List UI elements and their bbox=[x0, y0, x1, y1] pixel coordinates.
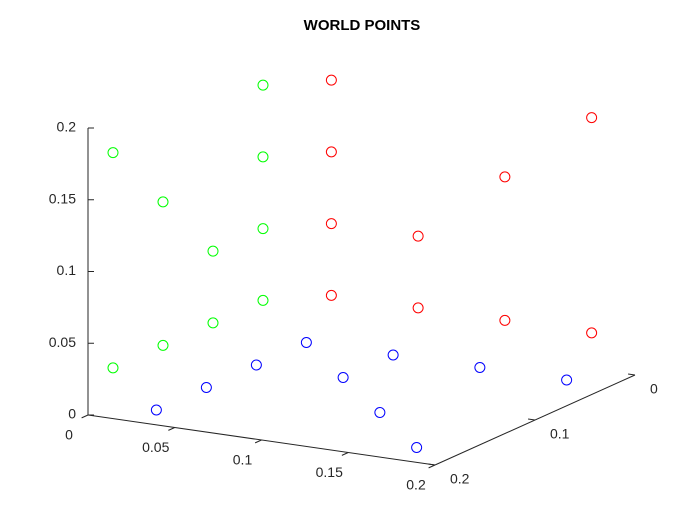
point bbox=[499, 171, 511, 183]
z-tick-label: 0 bbox=[68, 406, 76, 422]
point bbox=[207, 317, 219, 329]
point bbox=[325, 74, 337, 86]
x-tick bbox=[254, 439, 262, 444]
point bbox=[499, 314, 511, 326]
point bbox=[325, 218, 337, 230]
y-tick-label: 0.2 bbox=[450, 471, 470, 487]
x-tick bbox=[81, 414, 89, 419]
point bbox=[157, 196, 169, 208]
point bbox=[257, 79, 269, 91]
point bbox=[387, 349, 399, 361]
x-tick bbox=[341, 452, 349, 456]
point bbox=[250, 359, 262, 371]
x-tick-label: 0.15 bbox=[316, 464, 343, 480]
z-tick-label: 0.05 bbox=[49, 334, 76, 350]
point bbox=[474, 362, 486, 373]
point bbox=[411, 442, 423, 453]
point bbox=[257, 151, 269, 163]
x-tick-label: 0.1 bbox=[233, 452, 253, 468]
point bbox=[586, 112, 598, 124]
y-tick bbox=[628, 373, 636, 376]
point bbox=[412, 302, 424, 314]
y-tick-label: 0.1 bbox=[550, 426, 570, 442]
point bbox=[107, 362, 119, 374]
point bbox=[586, 327, 598, 339]
point bbox=[325, 146, 337, 158]
point bbox=[157, 339, 169, 351]
x-tick-label: 0.05 bbox=[142, 439, 169, 455]
point bbox=[337, 372, 349, 383]
x-tick-label: 0 bbox=[65, 427, 73, 443]
point bbox=[300, 337, 312, 348]
point bbox=[374, 407, 386, 418]
point bbox=[150, 404, 162, 416]
y-tick bbox=[428, 463, 436, 466]
z-tick-label: 0.15 bbox=[49, 190, 76, 206]
x-tick-label: 0.2 bbox=[406, 477, 426, 493]
x-tick bbox=[428, 464, 436, 469]
point bbox=[257, 223, 269, 235]
point bbox=[207, 245, 219, 257]
point bbox=[200, 382, 212, 393]
point bbox=[325, 289, 337, 301]
y-tick-label: 0 bbox=[650, 381, 658, 397]
point bbox=[107, 147, 119, 159]
point bbox=[561, 374, 573, 386]
x-tick bbox=[168, 427, 175, 431]
y-tick bbox=[528, 418, 536, 421]
chart-title: WORLD POINTS bbox=[304, 17, 421, 34]
z-tick-label: 0.1 bbox=[57, 262, 77, 278]
point bbox=[412, 230, 424, 242]
z-tick-label: 0.2 bbox=[57, 119, 77, 135]
point bbox=[257, 294, 269, 306]
